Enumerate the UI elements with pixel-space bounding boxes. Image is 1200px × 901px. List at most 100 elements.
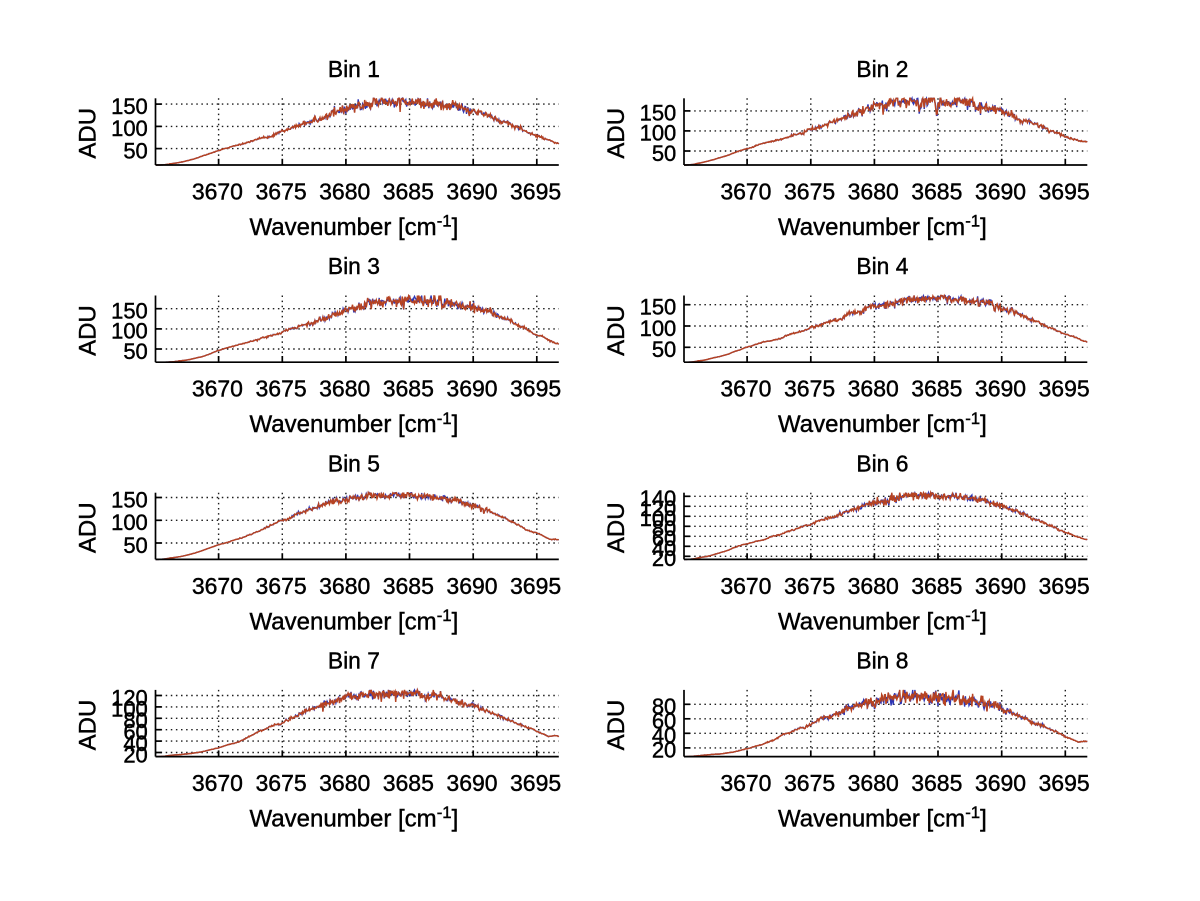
svg-text:150: 150 [111,299,148,324]
svg-text:3670: 3670 [192,770,243,796]
svg-text:Bin 2: Bin 2 [856,56,908,82]
svg-text:3680: 3680 [848,376,899,402]
svg-text:120: 120 [111,685,148,710]
svg-text:60: 60 [652,709,676,734]
svg-text:40: 40 [123,731,147,756]
svg-text:3680: 3680 [319,573,370,599]
svg-text:ADU: ADU [603,108,630,159]
svg-text:3690: 3690 [975,573,1026,599]
svg-text:Bin 8: Bin 8 [856,648,908,674]
svg-text:100: 100 [111,510,148,535]
svg-text:80: 80 [652,516,676,541]
svg-text:3690: 3690 [446,376,497,402]
svg-text:3695: 3695 [510,770,561,796]
svg-text:3685: 3685 [911,770,962,796]
svg-text:3695: 3695 [1039,179,1090,205]
svg-text:ADU: ADU [74,305,101,356]
svg-text:Wavenumber [cm-1]: Wavenumber [cm-1] [250,606,459,635]
svg-text:3690: 3690 [446,573,497,599]
svg-text:ADU: ADU [603,700,630,751]
svg-text:3680: 3680 [848,770,899,796]
svg-text:100: 100 [640,316,677,341]
svg-text:80: 80 [123,708,147,733]
svg-text:3680: 3680 [848,179,899,205]
svg-text:3685: 3685 [383,179,434,205]
svg-text:40: 40 [652,536,676,561]
svg-text:3680: 3680 [848,573,899,599]
svg-text:150: 150 [111,94,148,119]
svg-text:3695: 3695 [1039,376,1090,402]
svg-text:Wavenumber [cm-1]: Wavenumber [cm-1] [250,212,459,241]
svg-text:20: 20 [123,742,147,767]
svg-text:3685: 3685 [911,573,962,599]
svg-text:3690: 3690 [975,376,1026,402]
svg-text:3675: 3675 [784,573,835,599]
svg-text:Wavenumber [cm-1]: Wavenumber [cm-1] [778,212,987,241]
svg-text:40: 40 [652,723,676,748]
svg-text:50: 50 [123,339,147,364]
svg-text:Bin 1: Bin 1 [328,56,380,82]
svg-text:3670: 3670 [720,770,771,796]
svg-text:3695: 3695 [510,179,561,205]
svg-text:ADU: ADU [74,700,101,751]
svg-text:50: 50 [652,337,676,362]
svg-text:3685: 3685 [383,376,434,402]
svg-text:Wavenumber [cm-1]: Wavenumber [cm-1] [778,606,987,635]
svg-text:3675: 3675 [256,770,307,796]
svg-text:150: 150 [640,295,677,320]
svg-text:Bin 3: Bin 3 [328,253,380,279]
svg-text:3675: 3675 [256,573,307,599]
svg-text:Bin 7: Bin 7 [328,648,380,674]
svg-text:3675: 3675 [784,179,835,205]
svg-text:50: 50 [123,533,147,558]
svg-text:Bin 5: Bin 5 [328,450,380,476]
svg-text:ADU: ADU [603,502,630,553]
svg-text:Wavenumber [cm-1]: Wavenumber [cm-1] [250,803,459,832]
svg-text:3675: 3675 [256,179,307,205]
svg-text:ADU: ADU [603,305,630,356]
svg-text:60: 60 [652,526,676,551]
svg-text:3695: 3695 [510,573,561,599]
svg-text:3670: 3670 [192,573,243,599]
svg-text:Wavenumber [cm-1]: Wavenumber [cm-1] [250,409,459,438]
svg-text:Wavenumber [cm-1]: Wavenumber [cm-1] [778,409,987,438]
svg-text:3685: 3685 [911,179,962,205]
svg-text:3685: 3685 [911,376,962,402]
svg-text:140: 140 [640,486,677,511]
svg-text:3690: 3690 [975,179,1026,205]
svg-text:Wavenumber [cm-1]: Wavenumber [cm-1] [778,803,987,832]
svg-text:3675: 3675 [784,376,835,402]
svg-text:100: 100 [640,121,677,146]
svg-text:3690: 3690 [446,770,497,796]
svg-text:100: 100 [111,319,148,344]
svg-text:60: 60 [123,720,147,745]
svg-text:3675: 3675 [784,770,835,796]
svg-text:100: 100 [111,116,148,141]
svg-text:50: 50 [652,141,676,166]
svg-text:3680: 3680 [319,770,370,796]
svg-text:ADU: ADU [74,108,101,159]
svg-text:Bin 6: Bin 6 [856,450,908,476]
svg-text:150: 150 [640,101,677,126]
svg-text:3670: 3670 [192,376,243,402]
svg-text:20: 20 [652,738,676,763]
svg-text:150: 150 [111,487,148,512]
svg-text:3690: 3690 [975,770,1026,796]
svg-text:3680: 3680 [319,179,370,205]
svg-text:3680: 3680 [319,376,370,402]
svg-text:100: 100 [111,697,148,722]
svg-text:100: 100 [640,506,677,531]
svg-text:3670: 3670 [720,573,771,599]
svg-text:3695: 3695 [510,376,561,402]
svg-text:80: 80 [652,694,676,719]
svg-text:3695: 3695 [1039,770,1090,796]
svg-text:Bin 4: Bin 4 [856,253,908,279]
svg-text:3690: 3690 [446,179,497,205]
svg-text:20: 20 [652,546,676,571]
svg-text:3670: 3670 [720,179,771,205]
svg-text:3695: 3695 [1039,573,1090,599]
svg-text:3675: 3675 [256,376,307,402]
svg-text:3685: 3685 [383,573,434,599]
svg-text:3670: 3670 [720,376,771,402]
svg-text:3685: 3685 [383,770,434,796]
